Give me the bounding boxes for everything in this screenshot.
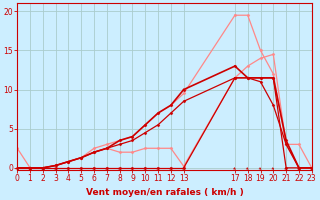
X-axis label: Vent moyen/en rafales ( km/h ): Vent moyen/en rafales ( km/h ): [86, 188, 244, 197]
